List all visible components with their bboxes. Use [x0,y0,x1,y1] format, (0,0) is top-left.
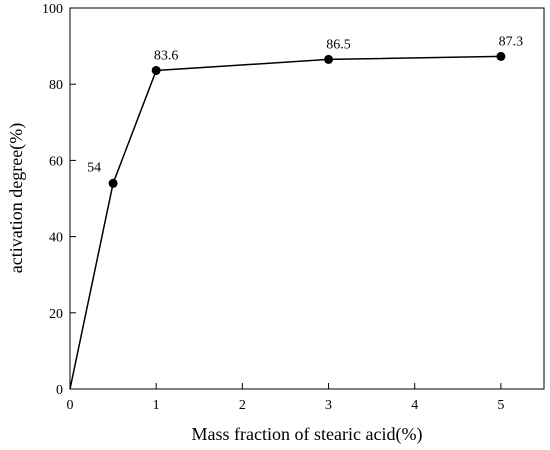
y-tick-label: 80 [49,78,63,93]
y-tick-label: 40 [49,231,63,246]
y-tick-label: 20 [49,307,63,322]
y-tick-label: 60 [49,154,63,169]
x-axis-title: Mass fraction of stearic acid(%) [192,424,423,445]
data-point [151,65,161,75]
data-label: 87.3 [499,34,524,49]
data-label: 83.6 [154,48,179,63]
x-axis-ticks: 0 1 2 3 4 5 [67,383,504,413]
x-tick-label: 4 [411,398,418,413]
series-layer: 54 83.6 86.5 87.3 [69,34,524,390]
plot-frame [69,7,545,390]
y-axis-title: activation degree(%) [6,123,27,273]
data-point [324,54,334,64]
y-tick-label: 0 [56,383,63,398]
data-label: 86.5 [326,37,351,52]
y-axis-ticks: 0 20 40 60 80 100 [42,2,76,398]
y-tick-label: 100 [42,2,63,17]
data-point [108,178,118,188]
data-label: 54 [87,160,101,175]
x-tick-label: 2 [239,398,246,413]
x-tick-label: 3 [325,398,332,413]
x-tick-label: 1 [153,398,160,413]
x-tick-label: 5 [497,398,504,413]
x-tick-label: 0 [67,398,74,413]
data-point [496,51,506,61]
